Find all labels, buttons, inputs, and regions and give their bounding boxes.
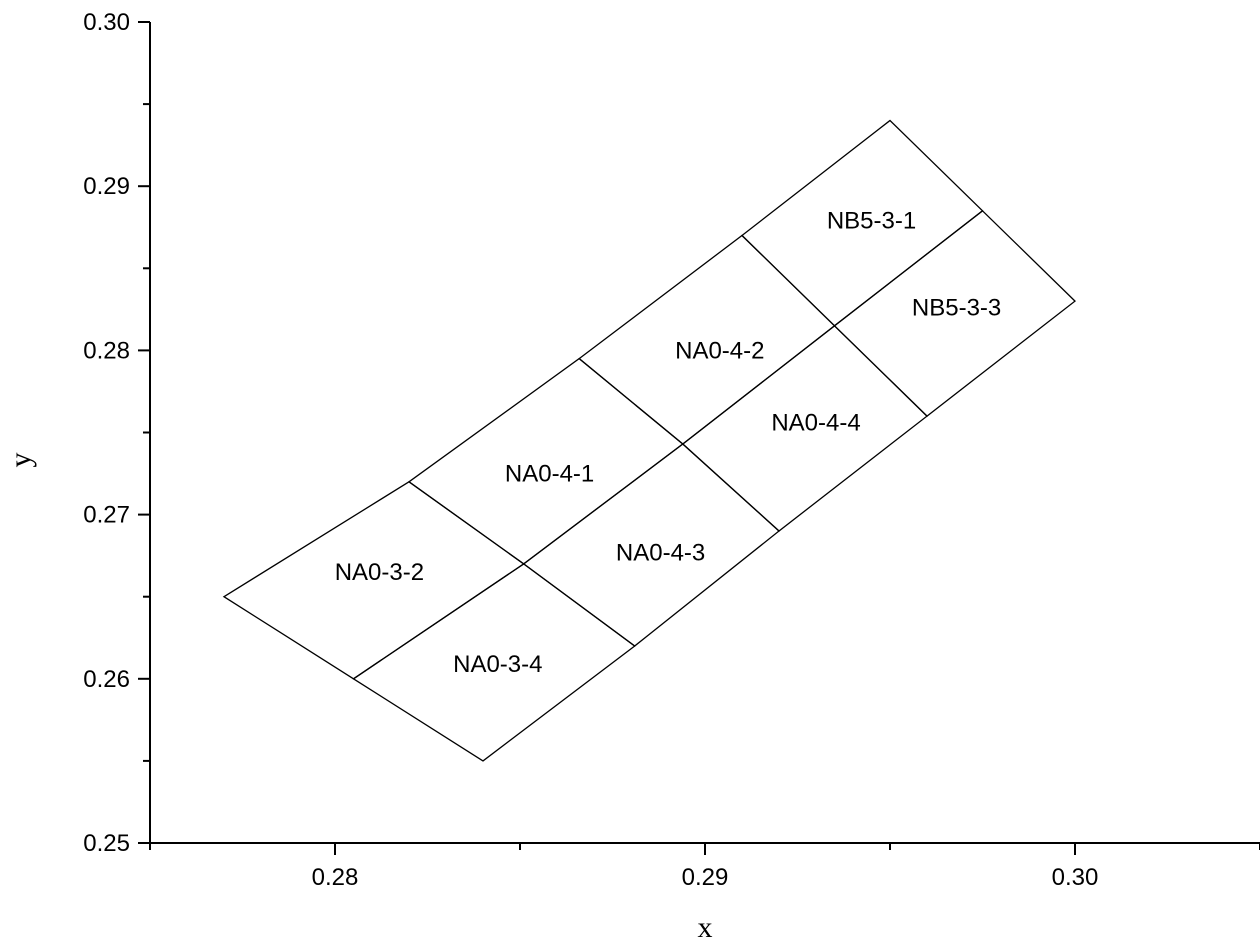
x-tick-label: 0.29 [682,864,729,891]
region-label: NA0-3-2 [335,559,424,586]
y-ticks: 0.25 0.26 0.27 0.28 0.29 0.30 [83,9,150,857]
region-label: NA0-4-4 [771,410,860,437]
y-tick-label: 0.27 [83,502,130,529]
region-label: NA0-4-1 [505,461,594,488]
y-tick-label: 0.30 [83,9,130,36]
axes: 0.28 0.29 0.30 0.250.260.270.280.290.30 x … [4,9,1260,940]
region-cell [833,209,1076,417]
region-label: NA0-4-2 [675,337,764,364]
regions [222,119,1076,762]
region-label: NB5-3-3 [912,295,1001,322]
region-label: NB5-3-1 [827,208,916,235]
x-axis-title: x [698,911,713,940]
y-tick-label: 0.25 [83,830,130,857]
y-tick-label: 0.29 [83,173,130,200]
region-labels: NA0-3-2 NA0-3-4 NA0-4-1 NA0-4-3 NA0-4-2 NA0-4… [335,208,1002,678]
y-tick-label: 0.26 [83,666,130,693]
y-tick-label: 0.28 [83,337,130,364]
x-tick-label: 0.30 [1052,864,1099,891]
x-ticks: 0.28 0.29 0.30 [149,843,1260,891]
x-tick-label: 0.28 [312,864,359,891]
region-label: NA0-3-4 [453,651,542,678]
y-axis-title: y [4,453,37,468]
region-label: NA0-4-3 [616,539,705,566]
